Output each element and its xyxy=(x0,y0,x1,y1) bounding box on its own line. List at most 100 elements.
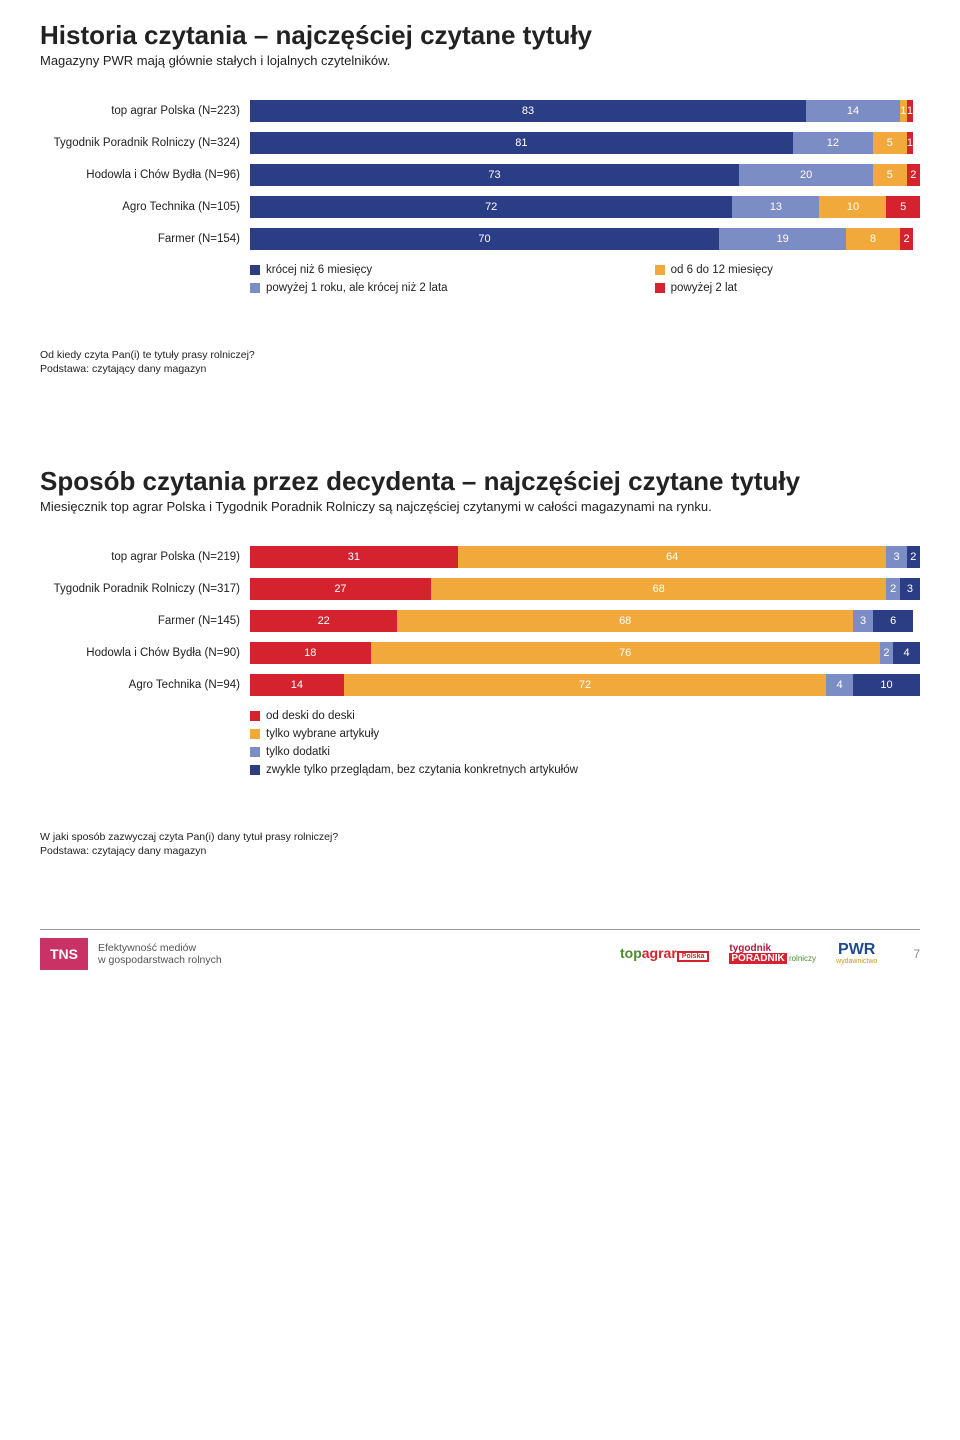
legend-label: krócej niż 6 miesięcy xyxy=(266,264,372,276)
chart-bar: 187624 xyxy=(250,642,920,664)
note-q1: Od kiedy czyta Pan(i) te tytuły prasy ro… xyxy=(40,349,920,363)
chart-segment: 73 xyxy=(250,164,739,186)
legend-swatch xyxy=(250,729,260,739)
chart-row-label: Agro Technika (N=94) xyxy=(40,679,250,691)
footer-caption-1: Efektywność mediów xyxy=(98,942,222,954)
chart-row: Tygodnik Poradnik Rolniczy (N=324)811251 xyxy=(40,130,920,156)
legend-label: powyżej 1 roku, ale krócej niż 2 lata xyxy=(266,282,448,294)
footer-caption-2: w gospodarstwach rolnych xyxy=(98,954,222,966)
legend-swatch xyxy=(250,747,260,757)
chart-row-label: Tygodnik Poradnik Rolniczy (N=317) xyxy=(40,583,250,595)
note-q2: W jaki sposób zazwyczaj czyta Pan(i) dan… xyxy=(40,831,920,845)
chart-segment: 83 xyxy=(250,100,806,122)
legend-label: powyżej 2 lat xyxy=(671,282,737,294)
chart-method: top agrar Polska (N=219)316432Tygodnik P… xyxy=(40,544,920,698)
chart-segment: 4 xyxy=(826,674,853,696)
legend-item: od 6 do 12 miesięcy xyxy=(655,264,920,276)
chart-segment: 2 xyxy=(907,164,920,186)
footer-logos: topagrarPolska tygodnikPORADNIK rolniczy… xyxy=(620,942,920,965)
chart-bar: 1472410 xyxy=(250,674,920,696)
chart-segment: 3 xyxy=(900,578,920,600)
chart-bar: 732052 xyxy=(250,164,920,186)
chart-segment: 4 xyxy=(893,642,920,664)
chart-segment: 1 xyxy=(907,132,914,154)
tns-logo: TNS xyxy=(40,938,88,970)
legend-swatch xyxy=(250,283,260,293)
chart-segment: 2 xyxy=(907,546,920,568)
legend-label: tylko dodatki xyxy=(266,746,330,758)
note-base2: Podstawa: czytający dany magazyn xyxy=(40,845,920,859)
chart-segment: 14 xyxy=(806,100,900,122)
chart-row: top agrar Polska (N=219)316432 xyxy=(40,544,920,570)
chart-segment: 5 xyxy=(873,132,907,154)
chart-segment: 72 xyxy=(250,196,732,218)
legend-swatch xyxy=(250,765,260,775)
chart-row: Tygodnik Poradnik Rolniczy (N=317)276823 xyxy=(40,576,920,602)
chart-segment: 68 xyxy=(431,578,887,600)
legend-swatch xyxy=(655,283,665,293)
chart-row: Agro Technika (N=105)7213105 xyxy=(40,194,920,220)
chart-segment: 18 xyxy=(250,642,371,664)
chart-row-label: Tygodnik Poradnik Rolniczy (N=324) xyxy=(40,137,250,149)
chart-bar: 316432 xyxy=(250,546,920,568)
section2-title: Sposób czytania przez decydenta – najczę… xyxy=(40,466,920,497)
chart-segment: 10 xyxy=(853,674,920,696)
chart-segment: 31 xyxy=(250,546,458,568)
note-method: W jaki sposób zazwyczaj czyta Pan(i) dan… xyxy=(40,831,920,858)
legend-item: tylko dodatki xyxy=(250,746,920,758)
legend-label: tylko wybrane artykuły xyxy=(266,728,379,740)
chart-row: top agrar Polska (N=223)831411 xyxy=(40,98,920,124)
chart-segment: 5 xyxy=(886,196,920,218)
logo-topagrar: topagrarPolska xyxy=(620,945,709,962)
chart-segment: 1 xyxy=(907,100,914,122)
chart-segment: 72 xyxy=(344,674,826,696)
chart-segment: 20 xyxy=(739,164,873,186)
legend-item: powyżej 2 lat xyxy=(655,282,920,294)
chart-segment: 3 xyxy=(853,610,873,632)
chart-segment: 64 xyxy=(458,546,887,568)
legend-swatch xyxy=(250,265,260,275)
chart-segment: 12 xyxy=(793,132,873,154)
chart-row-label: top agrar Polska (N=223) xyxy=(40,105,250,117)
chart-segment: 13 xyxy=(732,196,819,218)
chart-bar: 701982 xyxy=(250,228,920,250)
chart-segment: 19 xyxy=(719,228,846,250)
note-history: Od kiedy czyta Pan(i) te tytuły prasy ro… xyxy=(40,349,920,376)
logo-tygodnik: tygodnikPORADNIK rolniczy xyxy=(729,944,816,964)
page-number: 7 xyxy=(913,947,920,961)
legend-label: zwykle tylko przeglądam, bez czytania ko… xyxy=(266,764,578,776)
chart-segment: 6 xyxy=(873,610,913,632)
chart-segment: 5 xyxy=(873,164,907,186)
chart-segment: 22 xyxy=(250,610,397,632)
chart-row: Farmer (N=145)226836 xyxy=(40,608,920,634)
legend-label: od deski do deski xyxy=(266,710,355,722)
chart-row: Agro Technika (N=94)1472410 xyxy=(40,672,920,698)
chart-segment: 2 xyxy=(886,578,899,600)
chart-segment: 27 xyxy=(250,578,431,600)
section2-subtitle: Miesięcznik top agrar Polska i Tygodnik … xyxy=(40,499,920,514)
chart-segment: 70 xyxy=(250,228,719,250)
legend-item: powyżej 1 roku, ale krócej niż 2 lata xyxy=(250,282,595,294)
chart-bar: 226836 xyxy=(250,610,920,632)
chart-row: Hodowla i Chów Bydła (N=90)187624 xyxy=(40,640,920,666)
note-base1: Podstawa: czytający dany magazyn xyxy=(40,363,920,377)
chart-row-label: Farmer (N=145) xyxy=(40,615,250,627)
legend-item: od deski do deski xyxy=(250,710,920,722)
chart-segment: 14 xyxy=(250,674,344,696)
chart-segment: 76 xyxy=(371,642,880,664)
chart-row-label: top agrar Polska (N=219) xyxy=(40,551,250,563)
chart-bar: 831411 xyxy=(250,100,920,122)
chart-segment: 1 xyxy=(900,100,907,122)
chart-bar: 276823 xyxy=(250,578,920,600)
page-footer: TNS Efektywność mediów w gospodarstwach … xyxy=(40,929,920,970)
chart-row-label: Hodowla i Chów Bydła (N=96) xyxy=(40,169,250,181)
section1-subtitle: Magazyny PWR mają głównie stałych i loja… xyxy=(40,53,920,68)
chart-segment: 2 xyxy=(900,228,913,250)
legend-history: krócej niż 6 miesięcy od 6 do 12 miesięcy… xyxy=(250,264,920,294)
chart-segment: 68 xyxy=(397,610,853,632)
chart-segment: 81 xyxy=(250,132,793,154)
chart-bar: 811251 xyxy=(250,132,920,154)
chart-segment: 2 xyxy=(880,642,893,664)
chart-row-label: Farmer (N=154) xyxy=(40,233,250,245)
chart-row-label: Agro Technika (N=105) xyxy=(40,201,250,213)
